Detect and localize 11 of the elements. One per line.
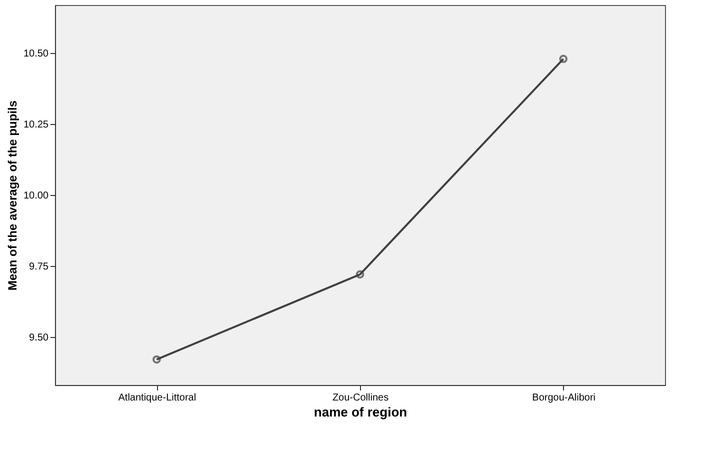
y-tick-label: 9.75: [29, 261, 49, 272]
y-tick-label: 10.25: [23, 120, 49, 131]
y-axis-title: Mean of the average of the pupils: [5, 100, 20, 291]
x-tick-label: Zou-Collines: [332, 392, 389, 404]
x-tick-label: Borgou-Alibori: [532, 392, 596, 404]
x-tick-label: Atlantique-Littoral: [118, 392, 196, 404]
y-tick-label: 9.50: [29, 332, 49, 344]
y-tick-label: 10.50: [23, 48, 49, 60]
y-tick-label: 10.00: [23, 190, 49, 202]
x-axis-title: name of region: [314, 404, 408, 420]
point: [356, 270, 364, 279]
